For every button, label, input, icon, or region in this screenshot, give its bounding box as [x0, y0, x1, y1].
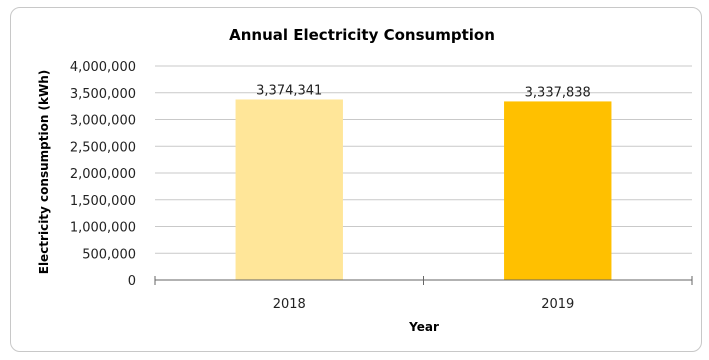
y-tick-label: 500,000: [82, 247, 136, 262]
y-axis-title: Electricity consumption (kWh): [37, 70, 51, 275]
y-axis-ticks: 0 500,000 1,000,000 1,500,000 2,000,000 2,500…: [70, 60, 136, 289]
bar: [235, 99, 343, 281]
y-tick-label: 1,000,000: [70, 221, 136, 236]
x-axis-title: Year: [408, 320, 439, 334]
x-axis-ticks: 2018 2019: [273, 297, 575, 312]
data-labels: 3,374,341 3,337,838: [256, 83, 591, 100]
y-tick-label: 4,000,000: [70, 60, 136, 75]
data-label: 3,374,341: [256, 83, 322, 98]
y-tick-label: 3,500,000: [70, 87, 136, 102]
bars: [235, 99, 612, 281]
y-tick-label: 2,500,000: [70, 140, 136, 155]
x-tick-label: 2019: [541, 297, 574, 312]
bar: [504, 101, 612, 281]
y-tick-label: 3,000,000: [70, 114, 136, 129]
y-tick-label: 0: [128, 274, 136, 289]
y-tick-label: 1,500,000: [70, 194, 136, 209]
x-tick-label: 2018: [273, 297, 306, 312]
x-axis: [154, 276, 693, 285]
y-tick-label: 2,000,000: [70, 167, 136, 182]
chart-title: Annual Electricity Consumption: [229, 26, 495, 44]
data-label: 3,337,838: [525, 85, 591, 100]
